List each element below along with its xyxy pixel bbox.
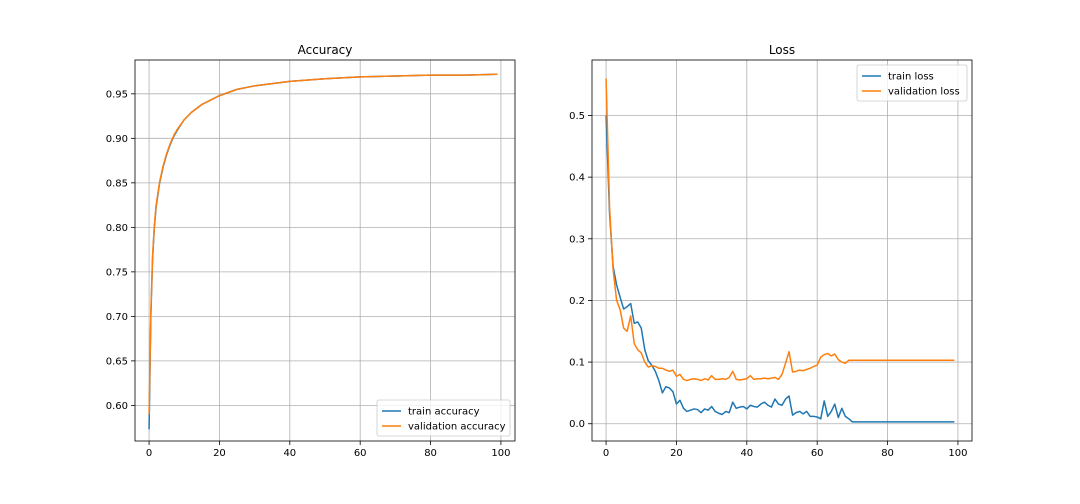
loss-x-tick-label: 0 [603,448,609,459]
loss-chart: 0 20 40 60 80 100 0.0 0.1 0.2 0.3 0.4 0.5 Loss trai… [569,43,973,459]
train-loss-legend-label: train loss [888,72,934,83]
loss-x-tick-label: 80 [881,448,894,459]
loss-axes-frame [591,59,973,442]
loss-series [605,78,955,423]
loss-x-tick-label: 60 [811,448,824,459]
accuracy-x-tick-label: 100 [491,448,510,459]
loss-legend: train loss validation loss [856,64,968,102]
accuracy-x-tick-label: 20 [213,448,226,459]
accuracy-legend: train accuracy validation accuracy [376,399,511,437]
accuracy-y-tick-label: 0.70 [106,312,128,323]
accuracy-y-tick-label: 0.85 [106,178,128,189]
loss-y-tick-label: 0.0 [569,419,585,430]
loss-ticks: 0 20 40 60 80 100 0.0 0.1 0.2 0.3 0.4 0.5 [569,111,967,459]
loss-x-tick-label: 100 [948,448,967,459]
accuracy-grid [135,60,515,441]
loss-title: Loss [769,43,795,57]
accuracy-x-tick-label: 40 [283,448,296,459]
accuracy-x-tick-label: 80 [424,448,437,459]
accuracy-x-tick-label: 60 [354,448,367,459]
accuracy-y-tick-label: 0.90 [106,134,128,145]
accuracy-legend-box [376,399,511,437]
validation-loss-legend-label: validation loss [888,87,960,98]
accuracy-ticks: 0 20 40 60 80 100 0.60 0.65 0.70 0.75 0.80 0.85 0.90… [106,89,511,459]
loss-grid [592,60,972,441]
accuracy-x-tick-label: 0 [146,448,152,459]
accuracy-series [148,73,498,430]
loss-legend-box [856,64,968,102]
loss-y-tick-label: 0.5 [569,111,585,122]
accuracy-y-tick-label: 0.65 [106,356,128,367]
accuracy-chart: 0 20 40 60 80 100 0.60 0.65 0.70 0.75 0.80 0.85 0.90… [106,43,516,459]
validation-accuracy-legend-label: validation accuracy [408,422,506,433]
loss-y-tick-label: 0.4 [569,173,585,184]
loss-y-tick-label: 0.2 [569,296,585,307]
loss-y-tick-label: 0.1 [569,358,585,369]
accuracy-y-tick-label: 0.60 [106,401,128,412]
loss-x-tick-label: 20 [670,448,683,459]
train-accuracy-legend-label: train accuracy [408,407,480,418]
accuracy-y-tick-label: 0.75 [106,267,128,278]
accuracy-axes-frame [134,59,516,442]
train-loss-line [605,115,955,423]
loss-x-tick-label: 40 [740,448,753,459]
loss-y-tick-label: 0.3 [569,234,585,245]
validation-accuracy-line [148,73,498,415]
validation-loss-line [605,78,955,382]
accuracy-title: Accuracy [298,43,353,57]
accuracy-y-tick-label: 0.95 [106,89,128,100]
accuracy-y-tick-label: 0.80 [106,223,128,234]
